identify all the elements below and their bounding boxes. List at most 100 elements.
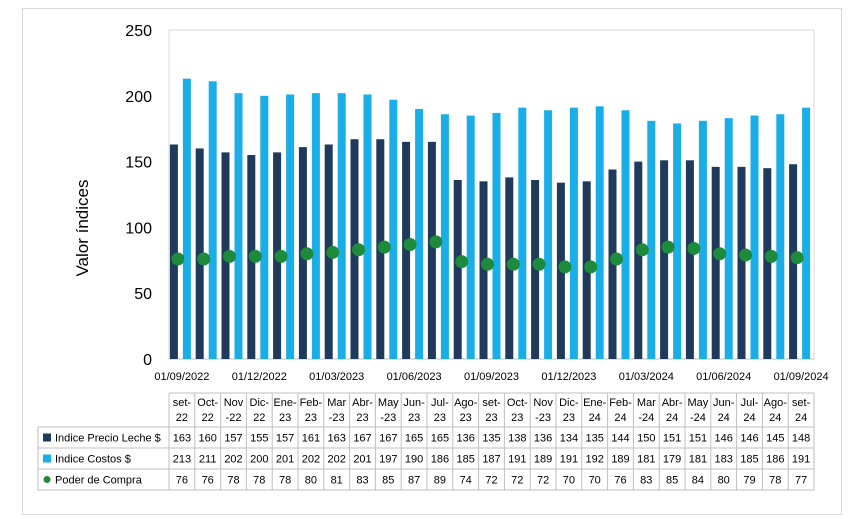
series-name: Poder de Compra — [55, 475, 143, 487]
point-poder-compra — [532, 257, 546, 271]
x-date-tick-label: 01/06/2023 — [387, 371, 442, 383]
point-poder-compra — [764, 249, 778, 263]
table-cell-value: 200 — [250, 454, 268, 466]
y-tick-label: 0 — [143, 352, 152, 369]
table-header-label: May — [378, 397, 399, 409]
table-cell-value: 151 — [663, 433, 681, 445]
bar-costos — [182, 78, 191, 359]
point-poder-compra — [223, 249, 236, 263]
table-header-label: Ene- — [273, 397, 297, 409]
bar-costos — [337, 93, 346, 359]
table-cell-value: 146 — [715, 433, 733, 445]
table-header-label: 23 — [434, 412, 446, 424]
table-header-label: Ago- — [764, 397, 788, 409]
bar-costos — [621, 110, 630, 359]
table-cell-value: 83 — [356, 475, 368, 487]
table-cell-value: 211 — [199, 454, 217, 466]
table-cell-value: 70 — [589, 475, 601, 487]
table-cell-value: 191 — [792, 454, 810, 466]
table-header-label: Jul- — [431, 397, 449, 409]
table-cell-value: 85 — [382, 475, 394, 487]
bar-precio-leche — [169, 144, 178, 359]
table-header-label: -24 — [690, 412, 706, 424]
table-header-label: Jun- — [403, 397, 425, 409]
x-date-tick-label: 01/12/2023 — [541, 371, 596, 383]
bar-costos — [698, 120, 707, 359]
table-header-label: 23 — [305, 412, 317, 424]
y-tick-label: 200 — [125, 89, 152, 106]
table-header-label: Mar — [637, 397, 656, 409]
table-header-label: -23 — [329, 412, 345, 424]
table-cell-value: 181 — [637, 454, 655, 466]
table-cell-value: 135 — [482, 433, 500, 445]
table-cell-value: 150 — [637, 433, 655, 445]
table-header-label: Oct- — [197, 397, 218, 409]
table-cell-value: 202 — [328, 454, 346, 466]
table-header-label: Feb- — [609, 397, 632, 409]
table-cell-value: 76 — [202, 475, 214, 487]
table-header-label: Ago- — [454, 397, 478, 409]
table-cell-value: 74 — [460, 475, 472, 487]
table-cell-value: 87 — [408, 475, 420, 487]
table-header-label: 22 — [202, 412, 214, 424]
bar-costos — [544, 110, 553, 359]
point-poder-compra — [274, 249, 288, 263]
table-cell-value: 78 — [279, 475, 291, 487]
point-poder-compra — [300, 247, 314, 261]
bar-costos — [415, 108, 424, 360]
table-cell-value: 190 — [405, 454, 423, 466]
table-cell-value: 136 — [534, 433, 552, 445]
bar-costos — [208, 81, 217, 359]
x-date-tick-label: 01/03/2024 — [619, 371, 674, 383]
bar-precio-leche — [660, 160, 669, 359]
point-poder-compra — [558, 260, 572, 274]
table-cell-value: 78 — [227, 475, 239, 487]
bar-costos — [802, 107, 811, 359]
table-header-label: 22 — [176, 412, 188, 424]
table-cell-value: 163 — [328, 433, 346, 445]
table-header-label: Nov — [224, 397, 244, 409]
y-tick-label: 250 — [125, 23, 152, 40]
table-header-label: set- — [792, 397, 811, 409]
x-date-tick-label: 01/09/2022 — [154, 371, 209, 383]
y-tick-label: 150 — [125, 155, 152, 172]
table-cell-value: 84 — [692, 475, 704, 487]
bar-precio-leche — [763, 168, 772, 359]
x-date-tick-label: 01/06/2024 — [696, 371, 751, 383]
bar-precio-leche — [402, 141, 411, 359]
table-cell-value: 185 — [740, 454, 758, 466]
bar-precio-leche — [634, 161, 643, 359]
table-cell-value: 85 — [666, 475, 678, 487]
table-header-label: Dic- — [250, 397, 270, 409]
bar-costos — [389, 99, 398, 360]
table-header-label: 23 — [279, 412, 291, 424]
point-poder-compra — [248, 249, 262, 263]
bar-precio-leche — [427, 141, 436, 359]
table-header-label: -23 — [535, 412, 551, 424]
table-cell-value: 80 — [718, 475, 730, 487]
x-date-tick-label: 01/09/2024 — [774, 371, 829, 383]
table-cell-value: 136 — [457, 433, 475, 445]
table-cell-value: 183 — [715, 454, 733, 466]
table-header-label: Ene- — [583, 397, 607, 409]
point-poder-compra — [455, 255, 469, 269]
bar-precio-leche — [531, 180, 540, 359]
table-header-label: 24 — [718, 412, 730, 424]
point-poder-compra — [661, 240, 675, 254]
bar-costos — [750, 115, 759, 359]
table-header-label: 23 — [485, 412, 497, 424]
table-cell-value: 181 — [689, 454, 707, 466]
table-header-label: 24 — [666, 412, 678, 424]
table-cell-value: 76 — [614, 475, 626, 487]
table-header-label: Jul- — [741, 397, 759, 409]
table-header-label: 23 — [408, 412, 420, 424]
point-poder-compra — [481, 257, 494, 271]
table-cell-value: 155 — [250, 433, 268, 445]
chart-frame — [22, 8, 842, 515]
table-cell-value: 72 — [485, 475, 497, 487]
bar-costos — [260, 95, 269, 360]
table-cell-value: 76 — [176, 475, 188, 487]
bar-costos — [440, 114, 449, 359]
bar-precio-leche — [685, 160, 694, 359]
